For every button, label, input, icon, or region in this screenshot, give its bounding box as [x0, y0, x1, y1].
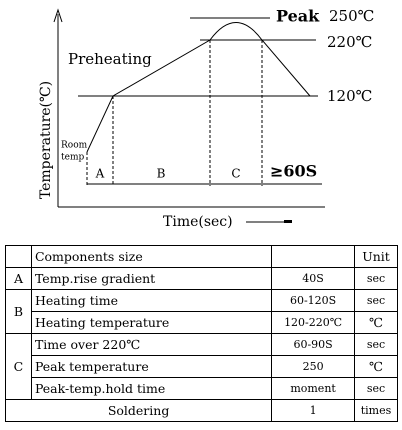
preheating-label: Preheating — [68, 50, 152, 68]
cell: ℃ — [354, 355, 398, 378]
cell: sec — [354, 333, 398, 356]
cell: 60-120S — [271, 289, 355, 312]
cell: Peak-temp.hold time — [30, 377, 273, 400]
cell: times — [354, 399, 398, 422]
cell: 40S — [271, 267, 355, 290]
cell — [271, 245, 355, 268]
x-arrow-head — [284, 220, 292, 223]
y-axis-label: Temperature(℃) — [38, 81, 54, 199]
segment-label: C — [231, 167, 240, 181]
cell: 1 — [271, 399, 355, 422]
row: B Heating time 60-120S sec — [5, 289, 398, 334]
cell: Components size — [30, 245, 273, 268]
spec-table: Components size Unit A Temp.rise gradient 4… — [4, 245, 398, 422]
cell: Soldering — [4, 399, 273, 422]
cell: B — [5, 289, 32, 334]
x-axis-label: Time(sec) — [163, 214, 233, 230]
row: Components size Unit — [5, 245, 398, 268]
cell: Heating temperature — [30, 311, 273, 334]
y-arrow — [53, 8, 63, 23]
segment-label: B — [157, 167, 166, 181]
cell: A — [5, 267, 32, 290]
room-label: temp — [61, 153, 84, 163]
cell: moment — [271, 377, 355, 400]
cell: Peak temperature — [30, 355, 273, 378]
cell: 60-90S — [271, 333, 355, 356]
row: C Time over 220℃ 60-90S sec — [5, 333, 398, 400]
temp-label: 220℃ — [327, 33, 372, 51]
segment-label: A — [95, 167, 105, 181]
cell: sec — [354, 377, 398, 400]
cell: sec — [354, 267, 398, 290]
cell: 250 — [271, 355, 355, 378]
temp-label: 120℃ — [327, 87, 372, 105]
profile-curve — [86, 22, 311, 153]
row: Soldering 1 times — [4, 399, 398, 422]
cell: Temp.rise gradient — [30, 267, 273, 290]
row: Peak-temp.hold time moment sec — [6, 377, 398, 400]
row: Heating temperature 120-220℃ ℃ — [6, 311, 398, 334]
hold-label: ≥60S — [270, 162, 317, 181]
cell: ℃ — [354, 311, 398, 334]
cell: C — [5, 333, 32, 400]
cell: Heating time — [30, 289, 273, 312]
cell: sec — [354, 289, 398, 312]
temp-label: 250℃ — [329, 7, 374, 25]
cell — [5, 245, 32, 268]
profile-diagram: Temperature(℃) Time(sec) Preheating Peak… — [38, 7, 374, 231]
cell: Time over 220℃ — [30, 333, 273, 356]
room-label: Room — [61, 141, 88, 151]
row: Peak temperature 250 ℃ — [6, 355, 398, 378]
peak-label: Peak — [276, 7, 320, 26]
row: A Temp.rise gradient 40S sec — [5, 267, 398, 290]
cell: Unit — [354, 245, 398, 268]
cell: 120-220℃ — [271, 311, 355, 334]
